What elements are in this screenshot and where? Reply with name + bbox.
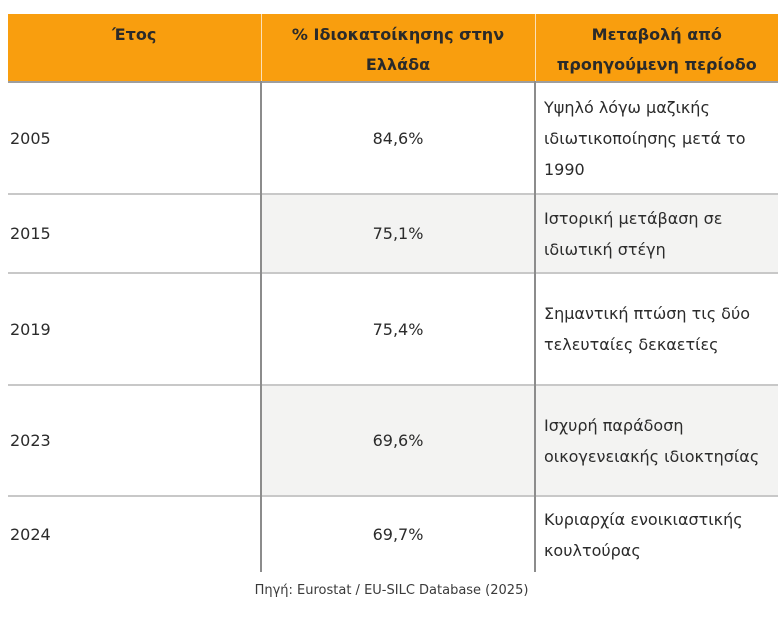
table-row: 2005 84,6% Υψηλό λόγω μαζικής ιδιωτικοπο… xyxy=(8,82,778,194)
table-row: 2023 69,6% Ισχυρή παράδοση οικογενειακής… xyxy=(8,385,778,496)
cell-year: 2015 xyxy=(10,224,51,243)
cell-change: Σημαντική πτώση τις δύο τελευταίες δεκαε… xyxy=(544,304,751,354)
cell-ownership: 69,7% xyxy=(260,496,536,572)
cell-year: 2019 xyxy=(10,319,51,339)
table-row: 2024 69,7% Κυριαρχία ενοικιαστικής κουλτ… xyxy=(8,496,778,572)
homeownership-table: Έτος % Ιδιοκατοίκησης στην Ελλάδα Μεταβο… xyxy=(8,14,778,572)
cell-year: 2005 xyxy=(10,128,51,148)
header-year: Έτος xyxy=(8,14,261,82)
header-change: Μεταβολή από προηγούμενη περίοδο xyxy=(534,14,778,82)
header-ownership: % Ιδιοκατοίκησης στην Ελλάδα xyxy=(260,14,535,82)
cell-change: Ιστορική μετάβαση σε ιδιωτική στέγη xyxy=(535,194,778,273)
table-row: 2015 75,1% Ιστορική μετάβαση σε ιδιωτική… xyxy=(8,194,778,273)
cell-change: Υψηλό λόγω μαζικής ιδιωτικοποίησης μετά … xyxy=(544,97,746,179)
cell-year: 2023 xyxy=(10,431,51,450)
cell-change: Κυριαρχία ενοικιαστικής κουλτούρας xyxy=(544,509,743,560)
cell-ownership: 75,1% xyxy=(260,194,536,273)
cell-ownership: 75,4% xyxy=(260,273,536,385)
cell-change: Ισχυρή παράδοση οικογενειακής ιδιοκτησία… xyxy=(535,385,778,496)
table-row: 2019 75,4% Σημαντική πτώση τις δύο τελευ… xyxy=(8,273,778,385)
cell-year: 2024 xyxy=(10,525,51,544)
cell-ownership: 69,6% xyxy=(260,385,536,496)
cell-ownership: 84,6% xyxy=(260,82,536,194)
header-row: Έτος % Ιδιοκατοίκησης στην Ελλάδα Μεταβο… xyxy=(8,14,778,82)
source-caption: Πηγή: Eurostat / EU-SILC Database (2025) xyxy=(254,583,529,598)
